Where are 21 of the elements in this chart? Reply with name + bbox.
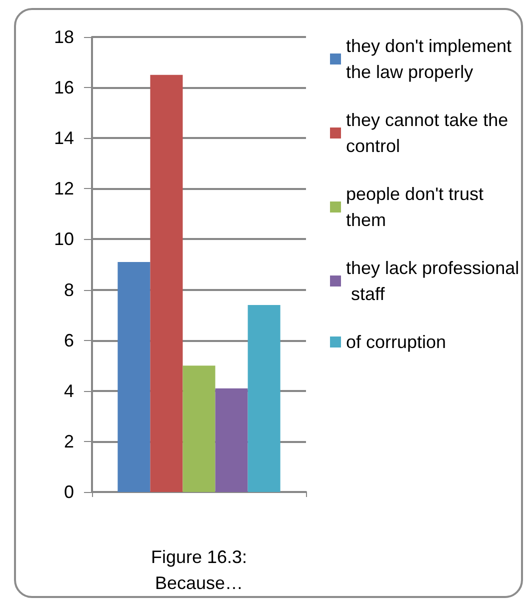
legend-label: people don't trust them — [346, 184, 489, 230]
bar — [248, 304, 280, 492]
legend-label: of corruption — [346, 332, 446, 352]
bar — [215, 388, 248, 492]
y-tick-label: 12 — [54, 178, 74, 199]
y-tick-label: 0 — [64, 482, 74, 502]
y-tick-label: 4 — [64, 380, 74, 401]
legend-label: they lack professional staff — [346, 258, 520, 304]
legend-label: they don't implement the law properly — [346, 36, 517, 82]
y-tick-label: 10 — [54, 229, 74, 250]
bar — [150, 74, 183, 492]
x-axis-title: Figure 16.3: Because… — [150, 547, 248, 593]
legend-label: they cannot take the control — [346, 110, 514, 156]
y-tick-label: 8 — [64, 280, 74, 300]
y-tick-label: 18 — [54, 27, 74, 47]
y-tick-label: 14 — [54, 128, 74, 148]
bar — [118, 262, 150, 492]
y-tick-label: 2 — [64, 431, 74, 452]
y-tick-label: 6 — [64, 330, 74, 350]
y-tick-label: 16 — [54, 78, 74, 98]
bar — [182, 366, 216, 492]
